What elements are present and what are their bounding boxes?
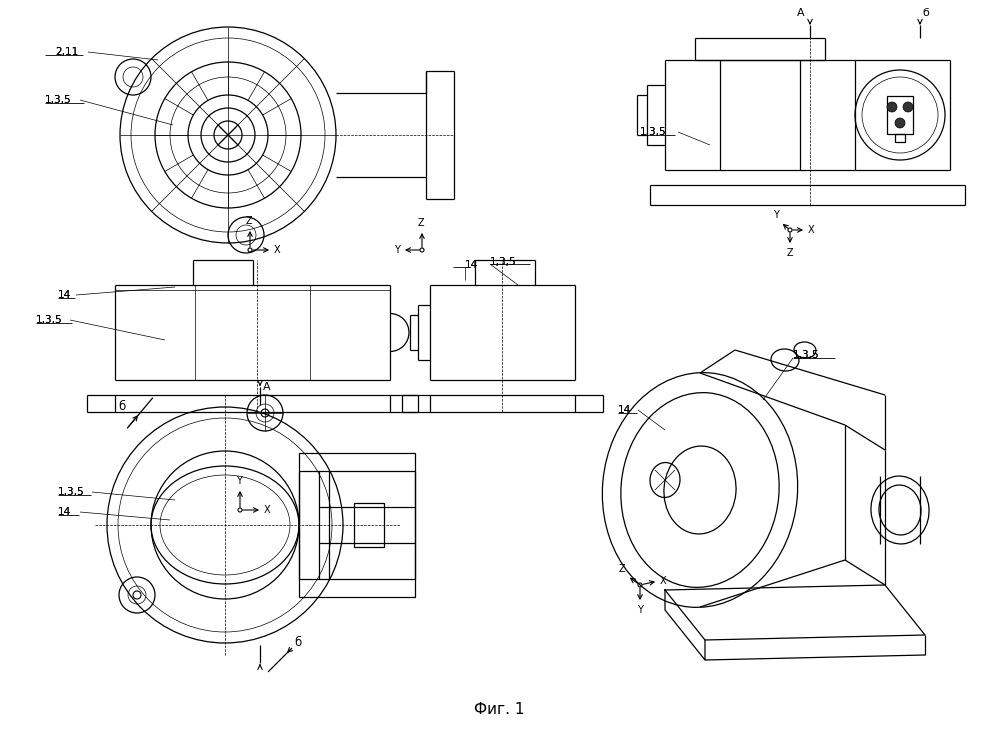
Circle shape	[903, 102, 913, 112]
Text: 14: 14	[58, 290, 71, 300]
Circle shape	[895, 118, 905, 128]
Text: 2,11: 2,11	[55, 47, 78, 57]
Text: 1,3,5: 1,3,5	[793, 350, 819, 360]
Text: 1,3,5: 1,3,5	[45, 95, 72, 105]
Text: 1,3,5: 1,3,5	[490, 257, 516, 267]
Text: б: б	[922, 8, 929, 18]
Text: Z: Z	[418, 218, 425, 228]
Text: Y: Y	[772, 210, 778, 220]
Bar	[887, 96, 913, 134]
Text: 14: 14	[58, 507, 71, 517]
Text: 1,3,5: 1,3,5	[640, 127, 666, 137]
Text: 1,3,5: 1,3,5	[793, 350, 819, 360]
Circle shape	[887, 102, 897, 112]
Text: 1,3,5: 1,3,5	[490, 257, 516, 267]
Text: Z: Z	[786, 248, 793, 258]
Text: 1,3,5: 1,3,5	[36, 315, 63, 325]
Text: 1,3,5: 1,3,5	[58, 487, 85, 497]
Text: X: X	[264, 505, 271, 515]
Text: 14: 14	[58, 290, 71, 300]
Text: 2,11: 2,11	[55, 47, 78, 57]
Text: б: б	[295, 636, 302, 648]
Text: Фиг. 1: Фиг. 1	[474, 702, 524, 718]
Text: 14: 14	[465, 260, 479, 270]
Text: Z: Z	[246, 216, 253, 226]
Text: Y: Y	[395, 245, 400, 255]
Text: X: X	[274, 245, 281, 255]
Text: 1,3,5: 1,3,5	[45, 95, 72, 105]
Text: 14: 14	[58, 507, 71, 517]
Text: 1,3,5: 1,3,5	[36, 315, 63, 325]
Text: Z: Z	[618, 564, 625, 574]
Bar	[354, 503, 384, 547]
Text: Y: Y	[236, 476, 242, 486]
Text: б: б	[119, 400, 126, 413]
Text: X: X	[660, 576, 666, 586]
Text: 14: 14	[465, 260, 479, 270]
Bar	[895, 134, 905, 142]
Bar	[299, 471, 415, 579]
Bar	[299, 453, 415, 597]
Text: 14: 14	[618, 405, 631, 415]
Text: 14: 14	[618, 405, 631, 415]
Text: 1,3,5: 1,3,5	[640, 127, 666, 137]
Text: Y: Y	[637, 605, 643, 615]
Text: A: A	[797, 8, 805, 18]
Text: А: А	[263, 382, 271, 392]
Text: 1,3,5: 1,3,5	[58, 487, 85, 497]
Text: X: X	[808, 225, 814, 235]
